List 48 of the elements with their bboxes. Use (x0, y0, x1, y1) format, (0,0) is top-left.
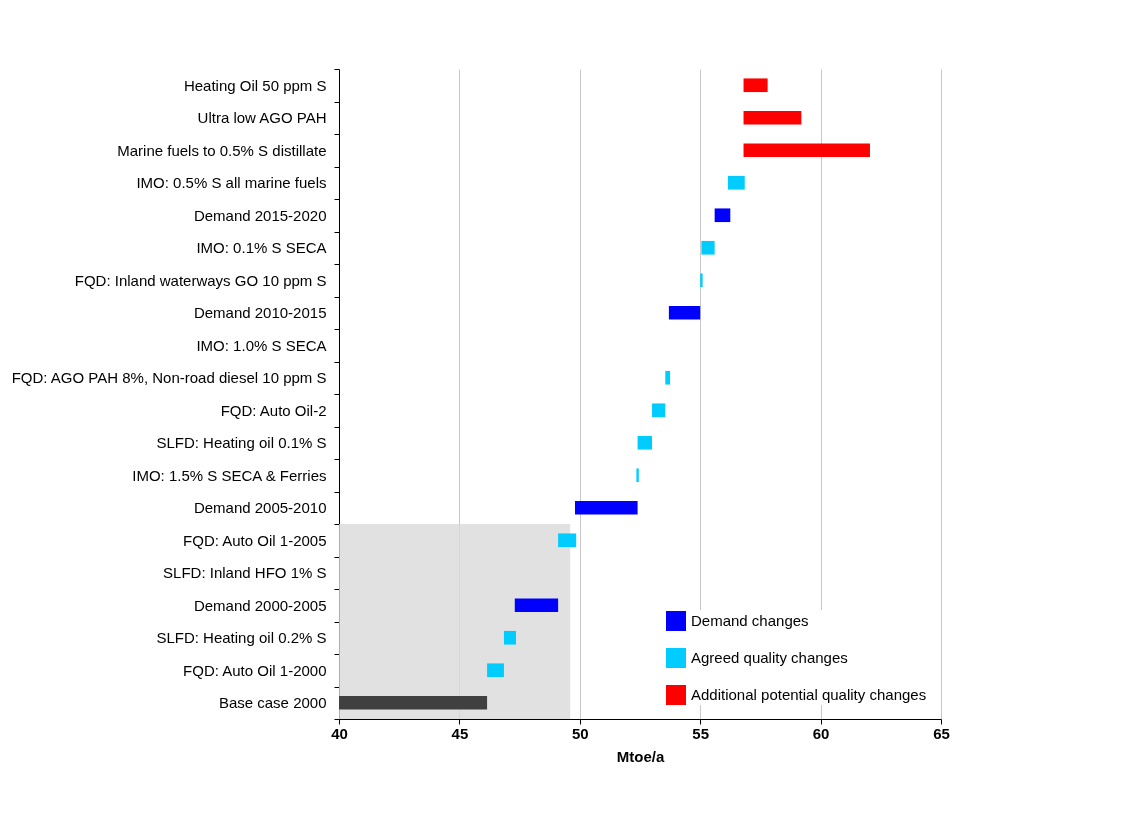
bar (558, 533, 577, 548)
bar (636, 468, 639, 483)
x-tick-label: 60 (812, 724, 830, 742)
x-tick-label: 65 (933, 724, 950, 742)
x-tick-label: 40 (331, 724, 348, 742)
y-tick-label: SLFD: Inland HFO 1% S (163, 564, 327, 582)
bar (652, 403, 666, 418)
y-tick-label: IMO: 0.1% S SECA (196, 239, 327, 257)
bar (339, 695, 488, 710)
bar (701, 240, 715, 255)
bar (743, 110, 802, 125)
legend-label: Agreed quality changes (691, 649, 848, 666)
bar (514, 598, 559, 613)
y-tick-label: FQD: Inland waterways GO 10 ppm S (74, 271, 327, 289)
bar (665, 370, 671, 385)
x-tick-label: 55 (692, 724, 710, 742)
y-tick-label: FQD: Auto Oil 1-2005 (183, 531, 327, 549)
y-tick-label: SLFD: Heating oil 0.2% S (156, 629, 327, 647)
y-tick-label: Marine fuels to 0.5% S distillate (117, 141, 327, 159)
x-tick-label: 50 (571, 724, 589, 742)
y-tick-label: IMO: 1.0% S SECA (196, 336, 327, 354)
y-tick-label: Demand 2010-2015 (193, 304, 327, 322)
legend-label: Additional potential quality changes (691, 686, 927, 703)
y-tick-label: Ultra low AGO PAH (197, 109, 327, 127)
y-tick-label: Heating Oil 50 ppm S (183, 76, 327, 94)
bar (668, 305, 701, 320)
x-tick-label: 45 (451, 724, 469, 742)
bar (487, 663, 504, 678)
bar (727, 175, 745, 190)
y-tick-label: Demand 2000-2005 (193, 596, 327, 614)
y-tick-label: FQD: Auto Oil 1-2000 (183, 661, 327, 679)
y-tick-label: FQD: AGO PAH 8%, Non-road diesel 10 ppm S (11, 369, 327, 387)
y-tick-label: IMO: 1.5% S SECA & Ferries (132, 466, 327, 484)
y-tick-label: IMO: 0.5% S all marine fuels (136, 174, 327, 192)
y-tick-label: FQD: Auto Oil-2 (220, 401, 327, 419)
bar (637, 435, 653, 450)
bar (574, 500, 638, 515)
bar (714, 208, 731, 223)
y-tick-label: Base case 2000 (218, 694, 327, 712)
bar (503, 630, 516, 645)
y-tick-label: Demand 2005-2010 (193, 499, 327, 517)
bar (700, 273, 703, 288)
y-tick-label: SLFD: Heating oil 0.1% S (156, 434, 327, 452)
bar (743, 78, 768, 93)
legend-label: Demand changes (691, 612, 809, 629)
x-axis-title: Mtoe/a (616, 747, 665, 765)
bar (743, 143, 870, 158)
y-tick-label: Demand 2015-2020 (193, 206, 327, 224)
